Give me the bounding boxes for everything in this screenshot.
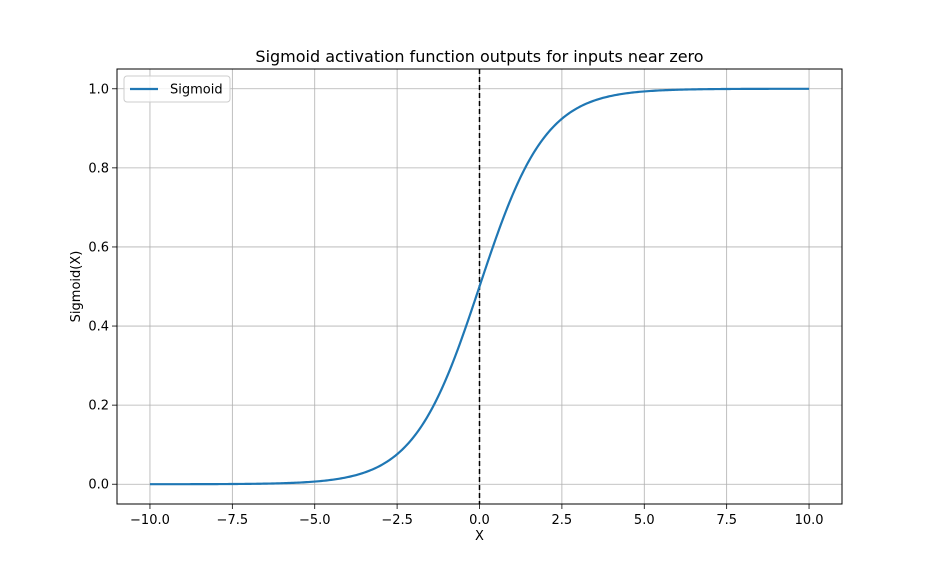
x-tick-label: 5.0 xyxy=(634,513,655,528)
y-axis-label: Sigmoid(X) xyxy=(69,251,84,323)
chart-title: Sigmoid activation function outputs for … xyxy=(255,47,703,66)
x-tick-label: 2.5 xyxy=(552,513,573,528)
x-tick-label: 10.0 xyxy=(795,513,824,528)
y-tick-label: 0.4 xyxy=(88,320,109,335)
y-tick-label: 0.8 xyxy=(88,161,109,176)
x-tick-label: −2.5 xyxy=(381,513,413,528)
x-axis-label: X xyxy=(475,529,484,544)
series-lines xyxy=(149,87,810,486)
y-tick-label: 0.0 xyxy=(88,478,109,493)
y-tick-label: 1.0 xyxy=(88,82,109,97)
legend-box xyxy=(123,75,231,103)
legend-label-sigmoid: Sigmoid xyxy=(170,83,223,98)
y-tick-label: 0.2 xyxy=(88,399,109,414)
series-line-sigmoid xyxy=(149,87,810,486)
x-tick-label: −7.5 xyxy=(217,513,249,528)
x-tick-label: −10.0 xyxy=(130,513,170,528)
x-tick-label: −5.0 xyxy=(299,513,331,528)
x-tick-label: 0.0 xyxy=(469,513,490,528)
y-axis-ticks: 0.0 0.2 0.4 0.6 0.8 1.0 xyxy=(88,82,117,493)
y-tick-label: 0.6 xyxy=(88,240,109,255)
x-axis-ticks: −10.0 −7.5 −5.0 −2.5 0.0 2.5 5.0 7.5 10.0 xyxy=(130,504,824,528)
chart-legend: Sigmoid xyxy=(123,75,231,103)
x-tick-label: 7.5 xyxy=(716,513,737,528)
